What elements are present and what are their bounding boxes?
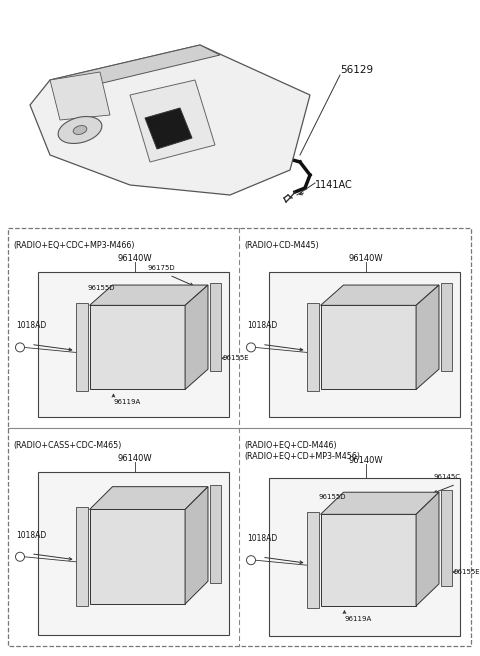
Text: 96175D: 96175D	[147, 265, 175, 271]
Text: 1018AD: 1018AD	[16, 531, 46, 540]
Polygon shape	[185, 285, 208, 390]
Text: 96140W: 96140W	[118, 254, 152, 263]
Text: 96140W: 96140W	[349, 456, 384, 465]
Polygon shape	[416, 285, 439, 390]
Polygon shape	[30, 45, 310, 195]
Ellipse shape	[58, 117, 102, 144]
Circle shape	[15, 552, 24, 562]
Text: (RADIO+CD-M445): (RADIO+CD-M445)	[244, 241, 319, 250]
Polygon shape	[50, 72, 110, 120]
Text: 96140W: 96140W	[118, 454, 152, 463]
Text: 1018AD: 1018AD	[247, 534, 277, 543]
Text: 96155D: 96155D	[319, 495, 346, 501]
Text: (RADIO+CASS+CDC-M465): (RADIO+CASS+CDC-M465)	[13, 441, 121, 450]
Text: 96140W: 96140W	[349, 254, 384, 263]
Text: 56129: 56129	[340, 65, 373, 75]
Bar	[255, 150, 263, 168]
Bar	[245, 150, 253, 168]
Polygon shape	[321, 492, 439, 514]
Circle shape	[15, 343, 24, 352]
Polygon shape	[90, 487, 208, 510]
Polygon shape	[90, 510, 185, 604]
Polygon shape	[307, 512, 319, 608]
Bar	[269, 272, 460, 417]
Polygon shape	[307, 303, 319, 392]
Polygon shape	[210, 283, 221, 371]
Circle shape	[247, 556, 255, 565]
Polygon shape	[75, 508, 87, 606]
Bar	[38, 272, 229, 417]
Polygon shape	[210, 485, 221, 583]
Text: 96119A: 96119A	[345, 616, 372, 622]
Polygon shape	[441, 490, 452, 586]
Text: 96155E: 96155E	[223, 356, 250, 361]
Polygon shape	[185, 487, 208, 604]
Bar	[38, 472, 229, 635]
Text: (RADIO+EQ+CD-M446): (RADIO+EQ+CD-M446)	[244, 441, 336, 450]
Polygon shape	[130, 80, 215, 162]
Polygon shape	[90, 285, 208, 305]
Polygon shape	[75, 303, 87, 392]
Text: 1141AC: 1141AC	[315, 180, 353, 190]
Bar	[8, 228, 471, 646]
Bar	[235, 150, 243, 168]
Polygon shape	[321, 285, 439, 305]
Text: 1018AD: 1018AD	[247, 321, 277, 331]
Text: 1018AD: 1018AD	[16, 321, 46, 331]
Text: (RADIO+EQ+CD+MP3-M456): (RADIO+EQ+CD+MP3-M456)	[244, 452, 360, 461]
Bar	[269, 478, 460, 636]
Polygon shape	[145, 108, 192, 149]
Ellipse shape	[73, 125, 87, 134]
Polygon shape	[321, 514, 416, 606]
Polygon shape	[90, 305, 185, 390]
Text: 96145C: 96145C	[434, 474, 461, 480]
Text: 96119A: 96119A	[113, 400, 141, 405]
Polygon shape	[416, 492, 439, 606]
Polygon shape	[441, 283, 452, 371]
Text: 96155E: 96155E	[454, 569, 480, 575]
Text: (RADIO+EQ+CDC+MP3-M466): (RADIO+EQ+CDC+MP3-M466)	[13, 241, 134, 250]
Polygon shape	[321, 305, 416, 390]
Polygon shape	[50, 45, 220, 92]
Circle shape	[247, 343, 255, 352]
Text: 96155D: 96155D	[87, 285, 115, 291]
